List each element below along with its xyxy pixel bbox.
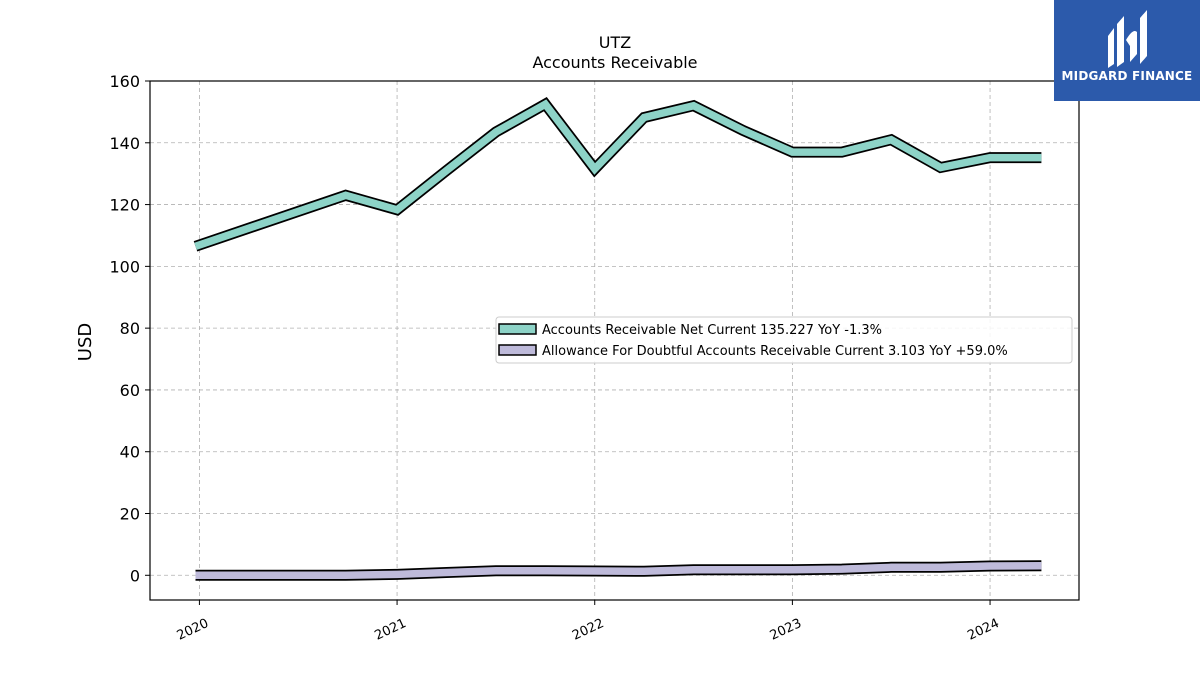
legend-swatch-0 (498, 323, 537, 335)
chart-title: UTZ (599, 33, 631, 52)
y-tick-label: 120 (109, 196, 140, 215)
y-tick-label: 0 (130, 566, 140, 585)
y-tick-label: 140 (109, 134, 140, 153)
y-tick-label: 40 (120, 443, 140, 462)
y-tick-label: 60 (120, 381, 140, 400)
x-tick-label: 2020 (175, 616, 211, 644)
plot-frame (149, 80, 1080, 601)
logo-text: MIDGARD FINANCE (1061, 69, 1193, 83)
x-tick-label: 2023 (768, 616, 804, 644)
series-layer (193, 97, 1042, 581)
legend-swatch-1 (498, 344, 537, 356)
y-tick-label: 100 (109, 257, 140, 276)
brand-logo: MIDGARD FINANCE (1054, 0, 1200, 101)
legend: Accounts Receivable Net Current 135.227 … (495, 316, 1073, 364)
x-tick-label: 2021 (372, 616, 408, 644)
x-tick-label: 2022 (570, 616, 606, 644)
y-tick-label: 80 (120, 319, 140, 338)
x-tick-label: 2024 (965, 616, 1001, 644)
y-tick-label: 160 (109, 72, 140, 91)
series-outline-0 (193, 97, 1042, 252)
y-tick-label: 20 (120, 505, 140, 524)
series-line-0 (194, 99, 1042, 250)
legend-label-1: Allowance For Doubtful Accounts Receivab… (542, 344, 1008, 359)
y-axis-label: USD (75, 323, 96, 361)
series-line-1 (195, 561, 1042, 580)
midgard-logo-icon (1108, 10, 1147, 68)
legend-label-0: Accounts Receivable Net Current 135.227 … (542, 323, 882, 338)
chart-subtitle: Accounts Receivable (532, 53, 697, 72)
legend-box (495, 316, 1073, 364)
